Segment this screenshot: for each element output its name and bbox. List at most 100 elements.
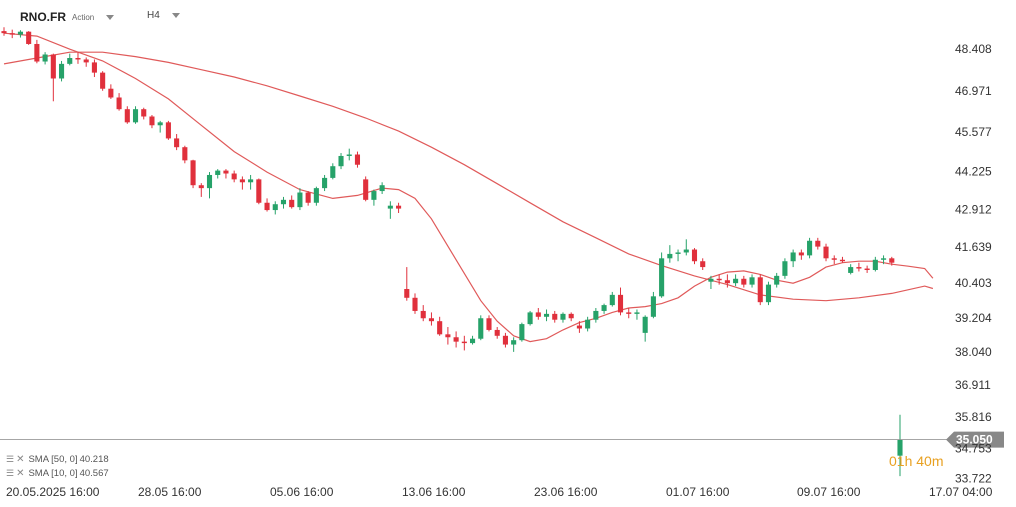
- candle-body: [108, 88, 114, 98]
- candle-body: [289, 199, 295, 208]
- candle-body: [839, 259, 846, 262]
- candle-body: [617, 294, 624, 313]
- candle: [428, 312, 434, 326]
- candle: [724, 274, 730, 288]
- candle: [313, 186, 319, 206]
- candle: [691, 248, 698, 265]
- candle: [864, 265, 870, 273]
- time-tick-label: 17.07 04:00: [929, 485, 993, 499]
- candle-body: [174, 138, 180, 148]
- candle: [593, 308, 599, 323]
- chevron-down-icon[interactable]: [106, 14, 115, 20]
- candle-body: [198, 185, 204, 189]
- candle: [83, 57, 89, 67]
- price-tick-label: 46.971: [955, 84, 992, 98]
- candle-body: [527, 312, 533, 325]
- last-price-label: 35.050: [956, 433, 993, 447]
- price-tick-label: 40.403: [955, 276, 992, 290]
- candle: [34, 39, 40, 64]
- candle-body: [116, 97, 122, 110]
- candle: [872, 256, 878, 272]
- candle-body: [815, 240, 821, 247]
- candle: [289, 195, 295, 209]
- candle: [206, 172, 213, 199]
- candle-body: [437, 321, 443, 335]
- candle-body: [576, 325, 582, 329]
- candle-body: [798, 252, 804, 256]
- candle: [297, 188, 303, 211]
- candle-body: [165, 122, 171, 139]
- candle-body: [346, 154, 352, 156]
- price-axis[interactable]: 48.408 46.971 45.577 44.225 42.912 41.639 40.4…: [955, 42, 992, 485]
- candle: [58, 60, 65, 82]
- candle-body: [535, 312, 541, 317]
- close-icon[interactable]: ✕: [16, 468, 25, 479]
- candle: [239, 176, 245, 190]
- candle: [9, 29, 15, 39]
- candle: [675, 249, 681, 262]
- candle: [91, 59, 97, 78]
- close-icon[interactable]: ✕: [16, 454, 25, 465]
- candle: [815, 237, 821, 250]
- candle-body: [305, 192, 311, 203]
- candle: [132, 106, 139, 124]
- candle-body: [124, 109, 130, 123]
- indicator-label: SMA [50, 0]: [28, 454, 78, 465]
- indicator-legend-sma50: ☰ ✕ SMA [50, 0] 40.218: [6, 454, 109, 465]
- candle: [437, 316, 443, 336]
- price-tick-label: 38.040: [955, 345, 992, 359]
- candle-body: [223, 170, 229, 174]
- candle-body: [420, 310, 426, 319]
- candle: [420, 305, 426, 322]
- symbol-selector[interactable]: RNO.FR Action: [20, 10, 115, 24]
- candle: [305, 191, 311, 206]
- candle-body: [733, 278, 739, 284]
- candle: [174, 134, 180, 151]
- candlesticks: [1, 27, 903, 477]
- candle-body: [330, 166, 336, 178]
- candle-body: [889, 258, 895, 263]
- candle: [790, 249, 796, 268]
- time-axis[interactable]: 20.05.2025 16:00 28.05 16:00 05.06 16:00 13…: [6, 485, 993, 499]
- candle: [280, 196, 287, 209]
- candle: [552, 310, 558, 323]
- candle-body: [741, 278, 747, 285]
- chevron-down-icon[interactable]: [171, 13, 180, 18]
- candle: [708, 275, 714, 290]
- candle: [379, 182, 385, 194]
- candle: [831, 255, 837, 265]
- candle-body: [206, 174, 213, 189]
- price-tick-label: 36.911: [955, 378, 991, 392]
- candle-body: [190, 160, 196, 186]
- settings-icon[interactable]: ☰: [6, 468, 15, 478]
- candle-body: [478, 318, 484, 339]
- candle-body: [17, 31, 23, 35]
- candle: [141, 107, 147, 120]
- candle: [124, 106, 130, 124]
- candle-body: [543, 313, 550, 317]
- candle: [502, 332, 508, 348]
- price-tick-label: 45.577: [955, 125, 992, 139]
- time-tick-label: 13.06 16:00: [402, 485, 466, 499]
- candle-body: [502, 335, 508, 345]
- candle-body: [396, 205, 402, 209]
- candle-body: [379, 185, 385, 192]
- price-tick-label: 34.753: [955, 441, 992, 455]
- candle-body: [182, 147, 188, 161]
- candle: [149, 115, 155, 129]
- candle: [749, 274, 755, 288]
- candle: [272, 201, 278, 215]
- candle-body: [560, 313, 566, 320]
- candle-body: [881, 258, 887, 260]
- timeframe-selector[interactable]: H4: [147, 10, 180, 21]
- time-tick-label: 05.06 16:00: [270, 485, 334, 499]
- candle-body: [642, 316, 648, 333]
- indicator-value: 40.567: [79, 468, 109, 479]
- candle-body: [239, 179, 245, 183]
- candle: [223, 169, 229, 179]
- price-tick-label: 39.204: [955, 311, 992, 325]
- candle: [50, 53, 56, 102]
- settings-icon[interactable]: ☰: [6, 454, 15, 464]
- candle: [601, 303, 607, 314]
